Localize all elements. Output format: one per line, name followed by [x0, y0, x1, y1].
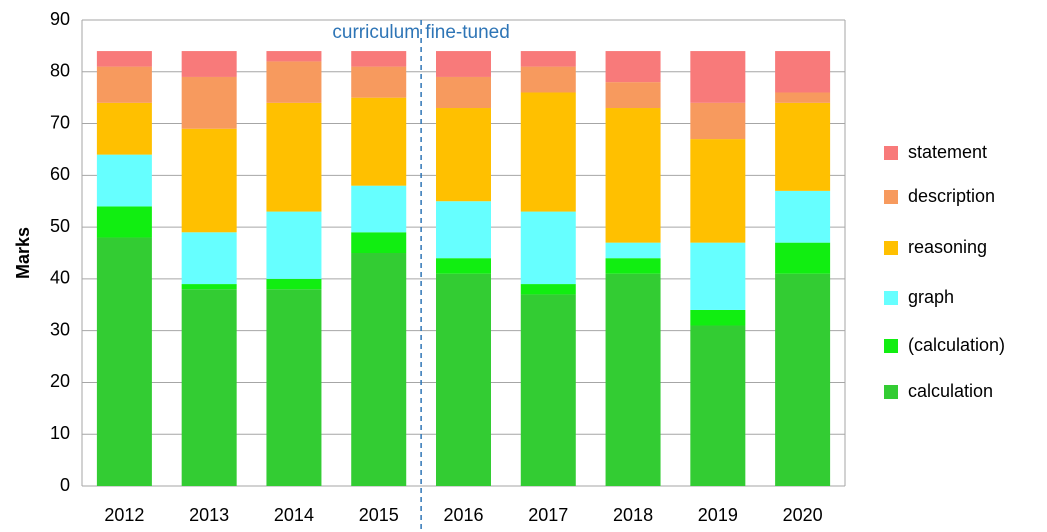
bar-segment: [520, 294, 576, 486]
y-tick-label: 10: [50, 423, 70, 443]
bar-segment: [690, 325, 746, 486]
bar-segment: [436, 201, 491, 259]
bar-segment: [351, 185, 407, 233]
x-tick-label: 2017: [528, 505, 568, 525]
bar-segment: [96, 51, 152, 67]
x-tick-label: 2020: [783, 505, 823, 525]
legend-swatch: [884, 339, 898, 353]
x-tick-label: 2016: [443, 505, 483, 525]
bar-segment: [775, 51, 831, 93]
bar-segment: [520, 51, 576, 67]
bar-segment: [96, 237, 152, 486]
bar-segment: [181, 284, 237, 290]
bar-segment: [605, 273, 661, 486]
bar-segment: [181, 128, 237, 233]
bar-segment: [96, 206, 152, 238]
bar-segment: [520, 211, 576, 285]
y-tick-label: 50: [50, 216, 70, 236]
bar-segment: [520, 284, 576, 295]
bar-segment: [605, 258, 661, 274]
bar-segment: [690, 309, 746, 326]
bar-segment: [605, 82, 661, 109]
bar-segment: [775, 242, 831, 274]
bar-segment: [605, 242, 661, 259]
bar-segment: [96, 102, 152, 155]
bar-segment: [351, 51, 407, 67]
y-tick-label: 20: [50, 371, 70, 391]
legend-swatch: [884, 241, 898, 255]
bar-segment: [436, 76, 491, 109]
bar-segment: [181, 289, 237, 486]
bar-segment: [690, 102, 746, 140]
bar-segment: [266, 278, 322, 290]
legend-label: reasoning: [908, 237, 987, 257]
legend-label: (calculation): [908, 335, 1005, 355]
x-tick-label: 2014: [274, 505, 314, 525]
bar-segment: [520, 92, 576, 212]
bar-segment: [96, 66, 152, 103]
bar-segment: [266, 61, 322, 103]
bar-segment: [520, 66, 576, 93]
y-axis-label: Marks: [13, 227, 33, 279]
bar-segment: [351, 66, 407, 98]
legend-swatch: [884, 190, 898, 204]
y-tick-label: 0: [60, 475, 70, 495]
bar-segment: [690, 242, 746, 310]
bar-segment: [436, 258, 491, 274]
bar-segment: [266, 289, 322, 486]
bar-segment: [351, 97, 407, 186]
x-tick-label: 2013: [189, 505, 229, 525]
bar-segment: [775, 92, 831, 103]
bar-segment: [690, 139, 746, 243]
bar-segment: [775, 190, 831, 243]
x-tick-label: 2015: [359, 505, 399, 525]
x-tick-label: 2018: [613, 505, 653, 525]
bar-segment: [351, 232, 407, 253]
bar-segment: [436, 273, 491, 486]
legend-swatch: [884, 146, 898, 160]
bar-segment: [351, 253, 407, 486]
legend-swatch: [884, 385, 898, 399]
legend-label: statement: [908, 142, 987, 162]
y-tick-label: 80: [50, 61, 70, 81]
bar-segment: [181, 51, 237, 77]
bar-segment: [181, 232, 237, 285]
bar-segment: [266, 51, 322, 62]
y-tick-label: 40: [50, 268, 70, 288]
bar-segment: [96, 154, 152, 207]
y-tick-label: 30: [50, 319, 70, 339]
annotation: curriculum fine-tuned: [332, 22, 509, 43]
legend-swatch: [884, 291, 898, 305]
bar-segment: [436, 108, 491, 202]
y-tick-label: 70: [50, 112, 70, 132]
bar-segment: [181, 76, 237, 129]
bar-segment: [605, 51, 661, 83]
y-tick-label: 60: [50, 164, 70, 184]
bar-segment: [266, 211, 322, 279]
legend-label: graph: [908, 287, 954, 307]
bar-segment: [266, 102, 322, 212]
y-tick-label: 90: [50, 9, 70, 29]
x-tick-label: 2019: [698, 505, 738, 525]
bar-segment: [775, 273, 831, 486]
bar-segment: [436, 51, 491, 77]
legend-label: description: [908, 186, 995, 206]
bar-segment: [775, 102, 831, 191]
bar-segment: [605, 108, 661, 243]
x-tick-label: 2012: [104, 505, 144, 525]
legend-label: calculation: [908, 381, 993, 401]
bar-segment: [690, 51, 746, 103]
